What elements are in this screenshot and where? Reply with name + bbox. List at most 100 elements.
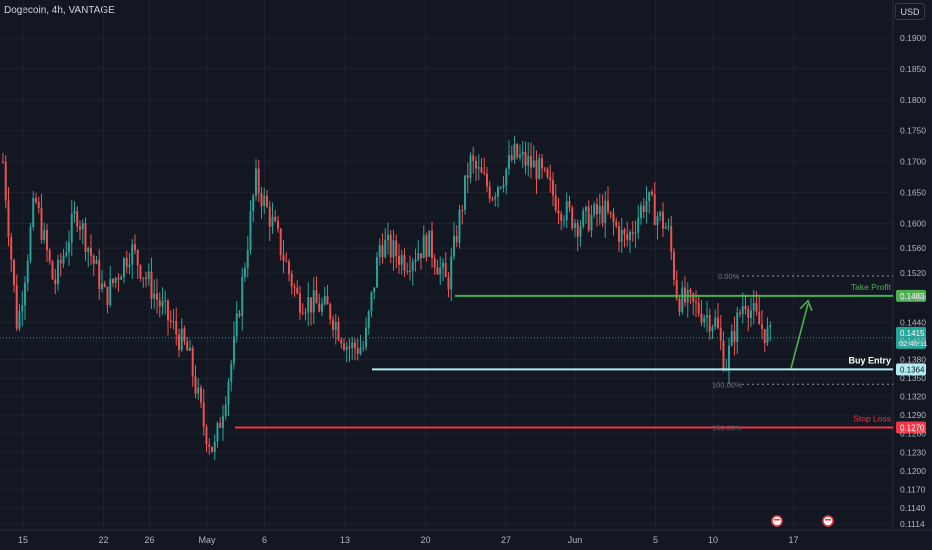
candle-body — [381, 245, 384, 258]
candle-body — [384, 240, 387, 258]
candle-body — [425, 235, 428, 257]
candle-body — [233, 336, 235, 364]
candle-body — [615, 222, 618, 227]
candle-body — [76, 210, 79, 227]
candle-body — [373, 287, 376, 293]
candle-body — [607, 200, 609, 212]
candle-body — [213, 441, 216, 452]
candle-body — [139, 265, 142, 279]
candle-body — [461, 210, 464, 212]
candle-body — [554, 195, 557, 211]
candle-body — [186, 341, 189, 351]
candle-body — [752, 303, 755, 311]
current-price-tag-bg — [896, 326, 926, 349]
x-tick-label: 27 — [501, 535, 511, 545]
candle-body — [411, 261, 414, 271]
candle-body — [304, 312, 307, 314]
candle-body — [156, 293, 158, 300]
target-arrow-shaft — [790, 303, 809, 369]
candle-body — [321, 303, 323, 312]
candle-body — [68, 242, 70, 253]
candle-body — [601, 205, 604, 224]
candle-body — [13, 259, 15, 285]
candle-body — [618, 226, 620, 242]
candle-body — [59, 259, 62, 264]
x-tick-label: 13 — [340, 535, 350, 545]
candle-body — [117, 277, 120, 280]
candle-body — [568, 201, 571, 208]
candle-body — [70, 213, 73, 243]
candle-body — [167, 300, 169, 321]
candle-body — [178, 334, 180, 350]
x-tick-label: 10 — [708, 535, 718, 545]
candle-body — [612, 213, 615, 223]
candle-body — [475, 160, 477, 169]
candle-body — [136, 250, 139, 266]
candle-body — [10, 237, 13, 260]
candle-body — [46, 229, 48, 251]
buy-entry-price-tag: 0.1364 — [900, 365, 925, 374]
candle-body — [175, 321, 178, 335]
currency-button[interactable]: USD — [895, 3, 925, 20]
candle-body — [585, 206, 587, 211]
x-tick-label: 6 — [262, 535, 267, 545]
candle-body — [571, 207, 574, 228]
candle-body — [147, 271, 150, 280]
candle-body — [642, 205, 645, 212]
candle-body — [125, 258, 128, 268]
candle-body — [246, 250, 249, 269]
candle-body — [464, 175, 466, 211]
candle-body — [530, 156, 532, 168]
candle-body — [43, 229, 46, 240]
candle-body — [18, 311, 21, 329]
candle-body — [744, 305, 747, 310]
chart-title: Dogecoin, 4h, VANTAGE — [4, 5, 115, 16]
candle-body — [711, 326, 714, 332]
candle-body — [444, 262, 447, 278]
y-tick-label: 0.1410 — [900, 336, 926, 346]
candle-body — [453, 235, 455, 257]
candle-body — [73, 210, 76, 214]
x-tick-label: 26 — [144, 535, 154, 545]
candle-body — [241, 276, 244, 316]
candle-body — [257, 168, 260, 194]
candle-body — [574, 223, 576, 228]
candle-body — [84, 223, 87, 252]
candle-body — [164, 300, 167, 302]
y-tick-label: 0.1900 — [900, 33, 926, 43]
candle-body — [260, 193, 263, 207]
candle-body — [189, 347, 191, 351]
y-tick-label: 0.1200 — [900, 466, 926, 476]
levels: 0.00% 100.00% 150.00% Take Profit Buy Entry S… — [0, 272, 928, 527]
candle-body — [208, 444, 211, 447]
candles — [2, 135, 772, 461]
candle-body — [169, 320, 172, 322]
candle-body — [750, 310, 752, 319]
candle-body — [274, 216, 277, 222]
candle-body — [227, 381, 230, 405]
candle-body — [235, 313, 238, 337]
candle-body — [277, 221, 279, 229]
candle-body — [230, 363, 233, 382]
candle-body — [158, 299, 161, 307]
y-tick-label: 0.1290 — [900, 410, 926, 420]
candle-body — [288, 261, 290, 275]
candle-body — [337, 322, 340, 340]
candle-body — [532, 160, 535, 168]
candle-body — [447, 277, 450, 290]
candle-body — [499, 187, 502, 189]
candle-body — [722, 340, 725, 370]
candle-body — [15, 284, 18, 329]
stop-loss-price-tag-bg — [896, 421, 926, 434]
candle-body — [4, 161, 7, 201]
candle-body — [403, 255, 406, 272]
candle-body — [675, 279, 678, 299]
candle-body — [323, 295, 326, 304]
candle-body — [365, 327, 367, 348]
y-tick-label: 0.1850 — [900, 64, 926, 74]
grid — [0, 0, 932, 531]
candle-body — [145, 277, 147, 280]
candle-body — [150, 271, 153, 299]
candle-body — [114, 277, 117, 283]
